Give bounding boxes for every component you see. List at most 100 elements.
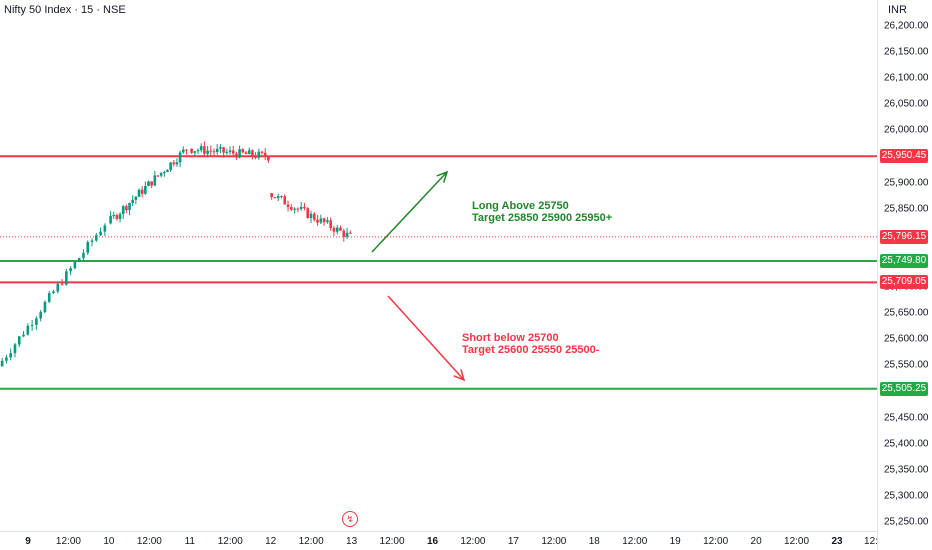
time-tick-label: 12:00 <box>622 536 648 547</box>
price-tick-label: 25,400.00 <box>884 438 929 450</box>
candle-body <box>26 325 30 335</box>
price-tick-label: 25,650.00 <box>884 307 929 319</box>
candle-body <box>296 208 300 210</box>
candle-body <box>257 151 261 158</box>
candle-body <box>172 162 176 165</box>
candle-body <box>254 156 257 158</box>
candle-body <box>22 334 25 337</box>
candle-body <box>0 360 4 367</box>
candle-body <box>212 151 216 153</box>
candle-body <box>238 149 241 158</box>
candle-body <box>125 206 128 211</box>
long-annotation-line1: Long Above 25750 <box>472 200 569 212</box>
candle-body <box>69 268 72 272</box>
candle-body <box>118 214 122 219</box>
candle-body <box>209 150 213 152</box>
candle-body <box>219 147 222 149</box>
candle-body <box>303 206 306 209</box>
candle-body <box>322 218 326 223</box>
candle-body <box>293 208 296 210</box>
candle-body <box>286 204 290 208</box>
candle-body <box>13 344 17 354</box>
long-annotation-line2: Target 25850 25900 25950+ <box>472 212 613 224</box>
candle-body <box>163 172 166 174</box>
price-tick-label: 25,850.00 <box>884 203 929 215</box>
candle-body <box>276 196 280 199</box>
candle-body <box>147 181 150 187</box>
short-annotation-line2: Target 25600 25550 25500- <box>462 344 600 356</box>
currency-label[interactable]: INR <box>888 4 907 16</box>
candle-body <box>60 283 64 285</box>
long-arrow <box>371 171 448 253</box>
candle-body <box>140 189 144 194</box>
time-tick-label: 12:00 <box>379 536 405 547</box>
candle-body <box>77 258 81 262</box>
candle-body <box>193 151 197 153</box>
candle-body <box>225 151 229 153</box>
candle-body <box>43 301 47 313</box>
candle-body <box>90 240 94 242</box>
candle-body <box>326 220 329 223</box>
candle-body <box>290 207 293 210</box>
short-annotation[interactable]: Short below 25700 Target 25600 25550 255… <box>462 332 599 356</box>
candle-body <box>270 193 273 198</box>
candle-body <box>131 199 134 204</box>
candle-body <box>283 196 287 205</box>
price-tag: 25,749.80 <box>880 254 928 269</box>
candle-body <box>175 162 179 165</box>
candle-body <box>9 353 12 358</box>
candle-body <box>121 206 125 215</box>
candle-body <box>228 150 232 152</box>
candle-body <box>267 156 270 161</box>
candle-body <box>199 146 203 151</box>
candle-body <box>181 149 185 153</box>
candle-body <box>319 218 323 223</box>
candle-body <box>332 227 336 232</box>
candle-body <box>280 196 283 198</box>
candle-body <box>35 318 38 325</box>
time-tick-label: 20 <box>750 536 762 547</box>
candle-body <box>235 153 238 158</box>
long-arrow-head <box>436 170 449 183</box>
price-tick-label: 26,100.00 <box>884 72 929 84</box>
price-tick-label: 25,250.00 <box>884 516 929 528</box>
short-arrow <box>387 295 465 381</box>
time-tick-label: 9 <box>25 536 31 547</box>
candle-body <box>56 283 60 292</box>
candle-body <box>39 312 42 319</box>
candle-body <box>335 227 339 232</box>
candle-body <box>82 252 85 259</box>
candle-body <box>309 213 313 219</box>
time-axis-border <box>0 531 877 532</box>
price-tick-label: 25,900.00 <box>884 177 929 189</box>
candle-body <box>103 225 107 232</box>
time-tick-label: 13 <box>346 536 358 547</box>
candle-body <box>150 181 153 186</box>
candle-body <box>178 152 182 163</box>
candle-body <box>128 203 131 211</box>
candle-body <box>185 149 188 151</box>
time-tick-label: 12:00 <box>217 536 243 547</box>
price-tick-label: 26,050.00 <box>884 98 929 110</box>
candle-body <box>247 150 251 155</box>
candle-body <box>349 232 352 234</box>
candle-body <box>95 235 98 241</box>
candle-body <box>17 336 21 345</box>
candle-body <box>241 149 245 153</box>
time-tick-label: 12:00 <box>460 536 486 547</box>
time-tick-label: 12: <box>864 536 878 547</box>
symbol-title[interactable]: Nifty 50 Index · 15 · NSE <box>4 4 126 16</box>
candle-body <box>144 186 147 194</box>
candle-body <box>156 175 160 177</box>
lightning-icon[interactable]: ↯ <box>342 511 358 527</box>
long-annotation[interactable]: Long Above 25750 Target 25850 25900 2595… <box>472 200 612 224</box>
candle-body <box>109 215 112 224</box>
candle-body <box>86 241 90 253</box>
candle-body <box>52 291 55 294</box>
time-tick-label: 12:00 <box>541 536 567 547</box>
price-tick-label: 25,550.00 <box>884 359 929 371</box>
candle-body <box>153 175 157 186</box>
candle-body <box>260 151 264 153</box>
time-tick-label: 18 <box>588 536 600 547</box>
